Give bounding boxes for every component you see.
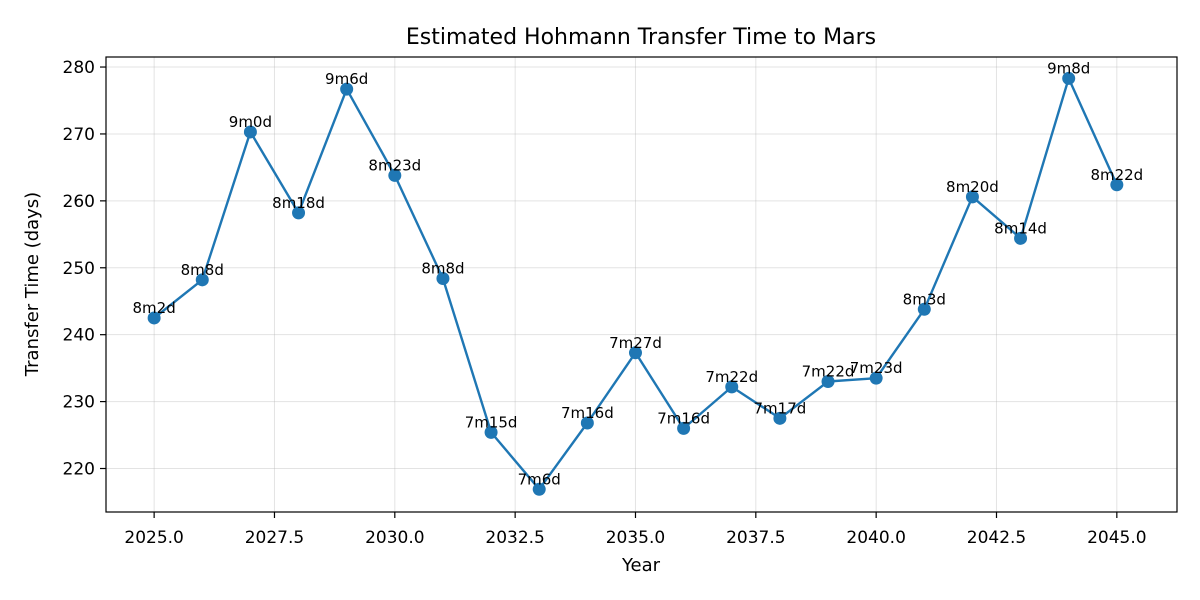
y-tick-label: 220 [63,460,95,480]
data-point [436,271,450,285]
y-tick-label: 280 [63,58,95,78]
data-label: 7m22d [802,363,855,381]
data-point [821,375,835,389]
data-label: 8m8d [181,261,224,279]
y-tick-label: 240 [63,326,95,346]
data-label: 9m8d [1047,59,1090,77]
x-tick-label: 2032.5 [485,528,544,548]
x-tick-label: 2025.0 [124,528,183,548]
y-tick-label: 260 [63,192,95,212]
y-tick-label: 270 [63,125,95,145]
data-point [1014,231,1028,245]
y-axis-label: Transfer Time (days) [22,192,43,377]
grid-lines [106,57,1177,512]
data-point [484,425,498,439]
data-point [628,346,642,360]
data-point [147,311,161,325]
data-label: 7m23d [850,359,903,377]
axis-ticks: 2025.0 2027.5 2030.0 2032.5 2035.0 2037.5 2040… [63,58,1147,548]
data-point [725,380,739,394]
data-label: 8m20d [946,178,999,196]
data-point [340,82,354,96]
data-point [195,273,209,287]
y-tick-label: 230 [63,393,95,413]
data-label: 7m22d [705,368,758,386]
data-label: 8m2d [133,299,176,317]
plot-frame [105,56,1178,513]
x-tick-label: 2042.5 [967,528,1026,548]
data-label: 7m16d [657,409,710,427]
data-label: 7m27d [609,334,662,352]
data-label: 7m16d [561,404,614,422]
data-point [292,206,306,220]
x-tick-label: 2040.0 [846,528,905,548]
data-label: 9m0d [229,113,272,131]
chart-title: Estimated Hohmann Transfer Time to Mars [406,25,876,50]
x-tick-label: 2035.0 [606,528,665,548]
data-label: 8m3d [903,290,946,308]
data-point [773,411,787,425]
x-tick-label: 2027.5 [245,528,304,548]
data-point [917,302,931,316]
data-labels: 8m2d 8m8d 9m0d 8m18d 9m6d 8m23d 8m8d 7m15d 7m6d 7… [133,59,1144,488]
data-label: 8m22d [1090,166,1143,184]
data-point [388,168,402,182]
data-label: 9m6d [325,70,368,88]
data-point [1062,71,1076,85]
series-transfer-time [147,71,1124,496]
data-point [965,190,979,204]
y-tick-label: 250 [63,259,95,279]
data-point [869,371,883,385]
data-point [580,416,594,430]
x-tick-label: 2037.5 [726,528,785,548]
data-point [243,125,257,139]
data-label: 8m23d [368,156,421,174]
data-label: 7m6d [518,470,561,488]
x-tick-label: 2030.0 [365,528,424,548]
data-point [677,421,691,435]
data-label: 8m14d [994,219,1047,237]
data-label: 7m15d [465,413,518,431]
data-label: 8m18d [272,194,325,212]
data-point [532,482,546,496]
x-tick-label: 2045.0 [1087,528,1146,548]
data-point [1110,178,1124,192]
data-label: 8m8d [421,259,464,277]
x-axis-label: Year [621,555,661,576]
data-label: 7m17d [754,399,807,417]
